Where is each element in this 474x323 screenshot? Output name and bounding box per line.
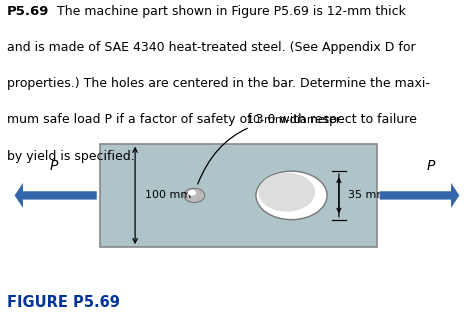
- Text: 35 mm: 35 mm: [348, 191, 388, 200]
- Circle shape: [258, 173, 315, 212]
- Text: $P$: $P$: [49, 159, 60, 173]
- Text: FIGURE P5.69: FIGURE P5.69: [7, 295, 120, 310]
- Circle shape: [188, 190, 196, 196]
- Text: properties.) The holes are centered in the bar. Determine the maxi-: properties.) The holes are centered in t…: [7, 77, 430, 90]
- Text: $P$: $P$: [426, 159, 437, 173]
- Circle shape: [184, 188, 205, 203]
- Text: by yield is specified.: by yield is specified.: [7, 150, 135, 162]
- Text: 100 mm: 100 mm: [145, 191, 191, 200]
- Text: mum safe load P if a factor of safety of 3.0 with respect to failure: mum safe load P if a factor of safety of…: [7, 113, 417, 126]
- Text: 10-mm-diameter: 10-mm-diameter: [198, 115, 341, 184]
- Text: The machine part shown in Figure P5.69 is 12-mm thick: The machine part shown in Figure P5.69 i…: [45, 5, 406, 18]
- Text: and is made of SAE 4340 heat-treated steel. (See Appendix D for: and is made of SAE 4340 heat-treated ste…: [7, 41, 416, 54]
- Text: P5.69: P5.69: [7, 5, 49, 18]
- Bar: [100, 144, 377, 247]
- Circle shape: [256, 171, 327, 220]
